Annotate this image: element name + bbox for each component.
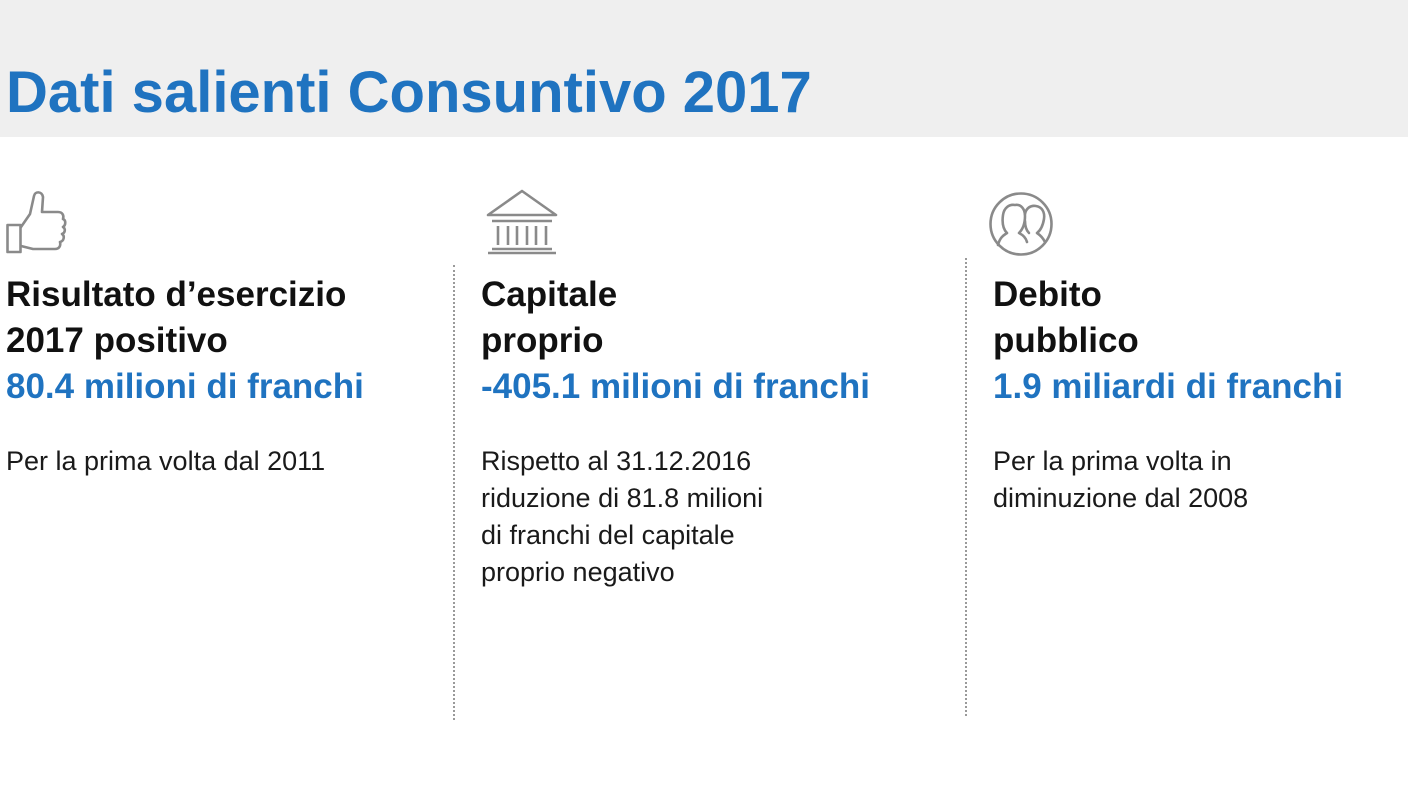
equity-heading: Capitale proprio	[481, 272, 617, 364]
debt-description-line-1: Per la prima volta in	[993, 446, 1232, 476]
equity-heading-line-2: proprio	[481, 321, 604, 360]
result-description: Per la prima volta dal 2011	[6, 443, 325, 480]
page-title: Dati salienti Consuntivo 2017	[6, 60, 812, 125]
column-divider-1	[453, 265, 455, 720]
result-heading-line-1: Risultato d’esercizio	[6, 275, 347, 314]
people-circle-icon	[989, 192, 1053, 256]
debt-heading-line-1: Debito	[993, 275, 1102, 314]
equity-description-line-4: proprio negativo	[481, 557, 675, 587]
result-value: 80.4 milioni di franchi	[6, 367, 364, 406]
debt-heading-line-2: pubblico	[993, 321, 1139, 360]
header-banner: Dati salienti Consuntivo 2017	[0, 0, 1408, 137]
result-description-line-1: Per la prima volta dal 2011	[6, 446, 326, 476]
result-heading: Risultato d’esercizio 2017 positivo	[6, 272, 346, 364]
debt-description: Per la prima volta in diminuzione dal 20…	[993, 443, 1248, 517]
equity-description: Rispetto al 31.12.2016 riduzione di 81.8…	[481, 443, 763, 591]
result-heading-line-2: 2017 positivo	[6, 321, 228, 360]
thumbs-up-icon	[6, 191, 67, 254]
debt-value: 1.9 miliardi di franchi	[993, 367, 1344, 406]
debt-description-line-2: diminuzione dal 2008	[993, 483, 1249, 513]
equity-description-line-1: Rispetto al 31.12.2016	[481, 446, 752, 476]
column-divider-2	[965, 258, 967, 716]
bank-building-icon	[486, 189, 558, 255]
equity-value: -405.1 milioni di franchi	[481, 367, 870, 406]
equity-description-line-2: riduzione di 81.8 milioni	[481, 483, 764, 513]
equity-description-line-3: di franchi del capitale	[481, 520, 735, 550]
debt-heading: Debito pubblico	[993, 272, 1139, 364]
equity-heading-line-1: Capitale	[481, 275, 618, 314]
